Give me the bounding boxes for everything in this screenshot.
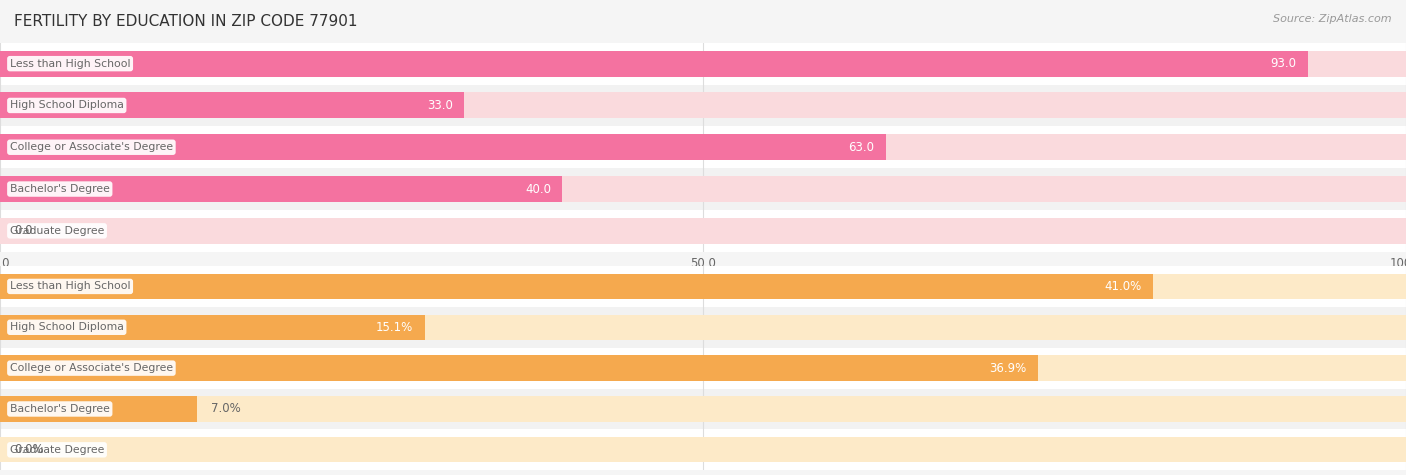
Text: High School Diploma: High School Diploma: [10, 322, 124, 332]
Bar: [0, 134, 1406, 160]
Bar: [0, 314, 425, 340]
Text: Less than High School: Less than High School: [10, 281, 131, 292]
Bar: [0, 437, 1406, 463]
Text: 40.0: 40.0: [526, 182, 551, 196]
Bar: [0, 307, 1406, 348]
Text: 63.0: 63.0: [849, 141, 875, 154]
Bar: [0, 429, 1406, 470]
Text: High School Diploma: High School Diploma: [10, 100, 124, 111]
Bar: [0, 176, 562, 202]
Bar: [0, 218, 1406, 244]
Text: 0.0%: 0.0%: [14, 443, 44, 456]
Bar: [0, 51, 1308, 76]
Bar: [0, 85, 1406, 126]
Bar: [0, 93, 464, 118]
Text: College or Associate's Degree: College or Associate's Degree: [10, 363, 173, 373]
Bar: [0, 51, 1406, 76]
Bar: [0, 389, 1406, 429]
Bar: [0, 314, 1406, 340]
Text: Bachelor's Degree: Bachelor's Degree: [10, 404, 110, 414]
Text: Source: ZipAtlas.com: Source: ZipAtlas.com: [1274, 14, 1392, 24]
Bar: [0, 43, 1406, 85]
Bar: [0, 396, 197, 422]
Text: Graduate Degree: Graduate Degree: [10, 445, 104, 455]
Text: 33.0: 33.0: [427, 99, 453, 112]
Text: 7.0%: 7.0%: [211, 402, 240, 416]
Text: 93.0: 93.0: [1271, 57, 1296, 70]
Text: College or Associate's Degree: College or Associate's Degree: [10, 142, 173, 152]
Bar: [0, 274, 1406, 299]
Bar: [0, 93, 1406, 118]
Bar: [0, 176, 1406, 202]
Text: Graduate Degree: Graduate Degree: [10, 226, 104, 236]
Bar: [0, 348, 1406, 389]
Text: FERTILITY BY EDUCATION IN ZIP CODE 77901: FERTILITY BY EDUCATION IN ZIP CODE 77901: [14, 14, 357, 29]
Bar: [0, 396, 1406, 422]
Text: 15.1%: 15.1%: [377, 321, 413, 334]
Bar: [0, 355, 1406, 381]
Bar: [0, 126, 1406, 168]
Bar: [0, 168, 1406, 210]
Bar: [0, 266, 1406, 307]
Bar: [0, 134, 886, 160]
Bar: [0, 355, 1038, 381]
Text: 0.0: 0.0: [14, 224, 32, 238]
Bar: [0, 274, 1153, 299]
Text: 36.9%: 36.9%: [990, 361, 1026, 375]
Text: Bachelor's Degree: Bachelor's Degree: [10, 184, 110, 194]
Text: 41.0%: 41.0%: [1105, 280, 1142, 293]
Text: Less than High School: Less than High School: [10, 58, 131, 69]
Bar: [0, 210, 1406, 252]
